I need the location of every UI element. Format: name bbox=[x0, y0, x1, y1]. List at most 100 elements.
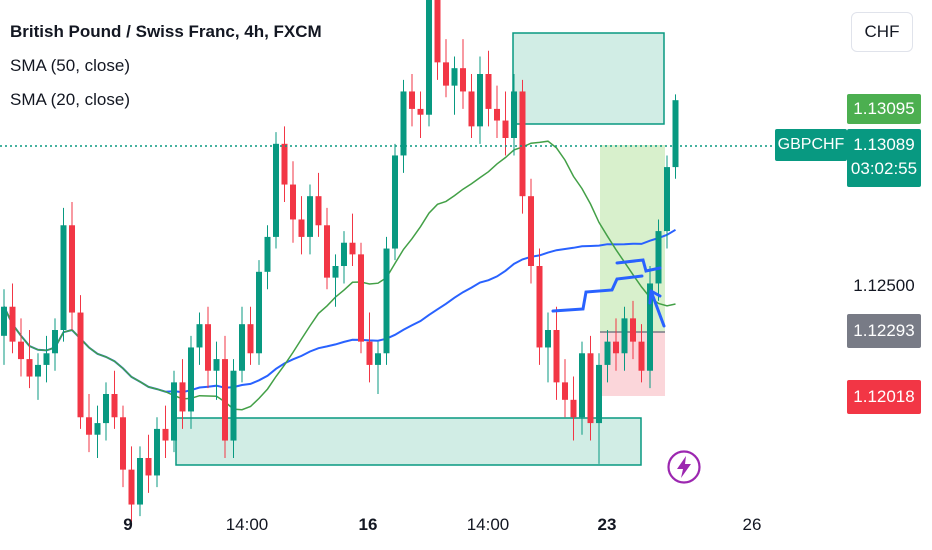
candle[interactable] bbox=[426, 0, 432, 127]
candle[interactable] bbox=[553, 306, 560, 400]
breakout-markup[interactable] bbox=[551, 274, 644, 313]
candle[interactable] bbox=[468, 74, 475, 138]
candle[interactable] bbox=[358, 242, 364, 354]
candle-body bbox=[128, 469, 135, 505]
candle[interactable] bbox=[332, 254, 339, 307]
candle[interactable] bbox=[315, 172, 322, 237]
candle[interactable] bbox=[375, 341, 381, 394]
candle[interactable] bbox=[281, 126, 288, 202]
time-axis[interactable]: 9 14:00 16 14:00 23 26 bbox=[123, 515, 761, 534]
candle[interactable] bbox=[69, 202, 75, 330]
candle[interactable] bbox=[511, 74, 517, 156]
candle[interactable] bbox=[103, 382, 109, 441]
candle[interactable] bbox=[604, 330, 611, 383]
candle[interactable] bbox=[341, 231, 347, 284]
candle[interactable] bbox=[94, 405, 101, 458]
candle[interactable] bbox=[536, 248, 543, 365]
candle[interactable] bbox=[451, 56, 458, 115]
currency-selector[interactable]: CHF bbox=[851, 12, 913, 52]
candle[interactable] bbox=[230, 359, 237, 458]
candle[interactable] bbox=[188, 335, 194, 429]
candle[interactable] bbox=[26, 330, 33, 389]
candle[interactable] bbox=[120, 405, 126, 488]
candle[interactable] bbox=[587, 335, 594, 441]
candle[interactable] bbox=[35, 353, 41, 400]
candle[interactable] bbox=[145, 434, 152, 493]
candle[interactable] bbox=[443, 39, 449, 98]
candle[interactable] bbox=[18, 318, 24, 377]
candle[interactable] bbox=[171, 370, 177, 453]
candle[interactable] bbox=[596, 353, 602, 464]
sma50-legend[interactable]: SMA (50, close) bbox=[10, 56, 130, 75]
candle[interactable] bbox=[196, 312, 203, 365]
supply-zone[interactable] bbox=[512, 32, 665, 125]
candle[interactable] bbox=[621, 306, 628, 371]
candle[interactable] bbox=[417, 91, 424, 138]
candle[interactable] bbox=[256, 260, 262, 365]
candle[interactable] bbox=[111, 370, 118, 429]
candle[interactable] bbox=[400, 79, 407, 173]
x-tick: 14:00 bbox=[226, 515, 269, 534]
candle[interactable] bbox=[273, 132, 279, 249]
candle[interactable] bbox=[613, 318, 619, 371]
candle-body bbox=[528, 196, 534, 266]
candle[interactable] bbox=[162, 405, 169, 458]
candle[interactable] bbox=[264, 225, 271, 290]
candle-body bbox=[77, 312, 84, 418]
candle[interactable] bbox=[664, 155, 670, 249]
candle[interactable] bbox=[519, 79, 526, 214]
candle[interactable] bbox=[86, 394, 92, 453]
candle[interactable] bbox=[672, 94, 679, 179]
candle[interactable] bbox=[179, 359, 186, 429]
candle[interactable] bbox=[1, 289, 7, 365]
candle[interactable] bbox=[502, 91, 509, 156]
candle-body bbox=[188, 347, 194, 412]
candle[interactable] bbox=[392, 143, 398, 261]
candle[interactable] bbox=[366, 312, 373, 383]
candle[interactable] bbox=[349, 213, 356, 266]
candle[interactable] bbox=[137, 446, 143, 517]
candle[interactable] bbox=[290, 161, 296, 243]
candle[interactable] bbox=[528, 178, 534, 284]
candle[interactable] bbox=[213, 341, 220, 400]
candle[interactable] bbox=[562, 359, 568, 418]
candle[interactable] bbox=[324, 207, 330, 290]
candle[interactable] bbox=[638, 324, 645, 383]
candle[interactable] bbox=[60, 207, 67, 342]
candle[interactable] bbox=[128, 446, 135, 522]
candle[interactable] bbox=[494, 85, 500, 138]
candle[interactable] bbox=[460, 39, 466, 109]
candle[interactable] bbox=[205, 306, 211, 389]
candle[interactable] bbox=[77, 295, 84, 429]
candle[interactable] bbox=[545, 312, 551, 383]
candle[interactable] bbox=[222, 335, 228, 458]
candle[interactable] bbox=[434, 0, 441, 80]
candle[interactable] bbox=[570, 376, 577, 441]
breakout-markup[interactable] bbox=[615, 258, 662, 273]
lightning-bolt-icon[interactable] bbox=[666, 449, 702, 485]
candle[interactable] bbox=[630, 300, 636, 360]
candle-body bbox=[281, 143, 288, 185]
candle[interactable] bbox=[655, 219, 662, 301]
candle[interactable] bbox=[9, 283, 16, 354]
candle[interactable] bbox=[298, 196, 305, 255]
sma20-line[interactable] bbox=[3, 140, 676, 411]
candle[interactable] bbox=[43, 335, 50, 383]
candle[interactable] bbox=[409, 74, 415, 127]
sma20-legend[interactable]: SMA (20, close) bbox=[10, 90, 130, 109]
candle[interactable] bbox=[307, 184, 313, 255]
candle[interactable] bbox=[383, 236, 390, 365]
candle[interactable] bbox=[477, 56, 483, 144]
candle-body bbox=[205, 324, 211, 371]
candle[interactable] bbox=[154, 417, 160, 488]
candle[interactable] bbox=[247, 306, 254, 365]
demand-zone[interactable] bbox=[175, 417, 642, 466]
pointer-arrow[interactable] bbox=[648, 289, 666, 328]
candle-body bbox=[43, 353, 50, 365]
candle[interactable] bbox=[579, 341, 585, 435]
candle[interactable] bbox=[485, 50, 492, 127]
candle[interactable] bbox=[647, 266, 653, 389]
candle[interactable] bbox=[239, 306, 245, 383]
candle[interactable] bbox=[52, 318, 58, 371]
